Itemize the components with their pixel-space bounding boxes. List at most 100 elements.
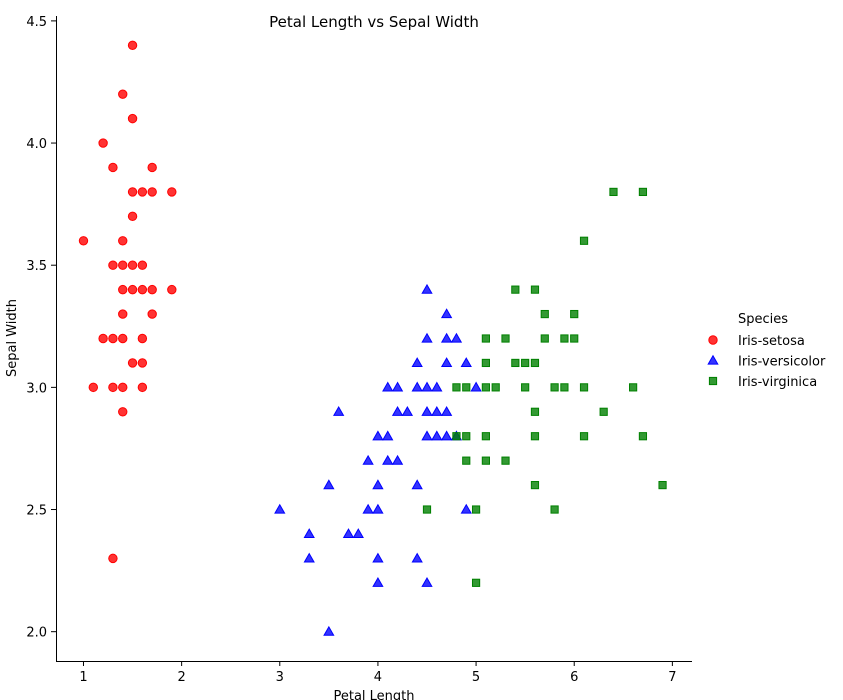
data-point-iris-versicolor [362, 454, 374, 465]
data-point-iris-versicolor [411, 381, 423, 392]
data-point-iris-virginica [462, 432, 471, 441]
data-point-iris-setosa [137, 260, 148, 270]
data-point-iris-setosa [118, 309, 128, 319]
data-point-iris-virginica [511, 285, 520, 294]
legend-marker-iris-versicolor [707, 354, 719, 365]
data-point-iris-setosa [147, 284, 157, 295]
data-point-iris-versicolor [421, 430, 433, 441]
data-point-iris-versicolor [362, 503, 374, 514]
data-point-iris-setosa [167, 187, 177, 197]
data-point-iris-virginica [540, 309, 549, 319]
x-tick-label: 6 [570, 670, 578, 685]
data-point-iris-virginica [530, 407, 540, 416]
data-point-iris-versicolor [440, 308, 453, 319]
data-point-iris-virginica [521, 383, 530, 392]
data-point-iris-versicolor [421, 577, 433, 587]
data-point-iris-versicolor [431, 430, 443, 441]
data-point-iris-versicolor [303, 552, 315, 563]
x-axis-ticks: 1 2 3 4 5 6 7 [79, 661, 677, 685]
x-tick-label: 2 [177, 670, 185, 685]
data-point-iris-versicolor [274, 503, 286, 514]
data-point-iris-virginica [638, 432, 648, 441]
data-point-iris-setosa [98, 333, 108, 344]
data-point-iris-setosa [137, 333, 148, 344]
data-point-iris-versicolor [450, 332, 463, 343]
data-point-iris-virginica [511, 358, 520, 368]
data-point-iris-setosa [147, 187, 157, 197]
data-point-iris-virginica [570, 334, 579, 343]
data-point-iris-versicolor [342, 528, 355, 539]
data-point-iris-virginica [481, 432, 490, 441]
data-point-iris-versicolor [333, 405, 345, 416]
data-point-iris-virginica [560, 334, 569, 343]
data-point-iris-setosa [137, 358, 148, 368]
data-point-iris-versicolor [382, 454, 394, 465]
data-point-iris-setosa [137, 284, 148, 295]
x-tick-label: 4 [374, 670, 382, 685]
data-point-iris-virginica [481, 334, 490, 343]
data-point-iris-virginica [481, 358, 490, 368]
data-point-iris-setosa [98, 138, 108, 148]
data-point-iris-setosa [147, 162, 157, 173]
legend-label-iris-setosa: Iris-setosa [738, 334, 805, 349]
data-point-iris-versicolor [460, 357, 472, 368]
data-point-iris-setosa [127, 211, 138, 222]
data-points [78, 40, 667, 636]
legend-label-iris-versicolor: Iris-versicolor [738, 355, 826, 370]
y-tick-label: 4.0 [26, 137, 47, 152]
legend-title: Species [738, 312, 788, 327]
legend-marker-iris-virginica [708, 376, 718, 386]
data-point-iris-setosa [108, 553, 118, 564]
data-point-iris-versicolor [372, 503, 384, 514]
data-point-iris-virginica [540, 334, 549, 343]
x-axis-label: Petal Length [333, 689, 414, 700]
data-point-iris-versicolor [440, 357, 453, 368]
legend-marker-iris-setosa [708, 335, 718, 345]
data-point-iris-virginica [579, 383, 589, 392]
data-point-iris-setosa [118, 236, 128, 246]
data-point-iris-versicolor [391, 405, 404, 416]
data-point-iris-versicolor [372, 577, 384, 587]
plot-area: 1 2 3 4 5 6 7 2.0 2.5 3.0 3.5 4.0 4.5 [26, 15, 692, 685]
data-point-iris-setosa [118, 284, 128, 295]
data-point-iris-versicolor [372, 479, 384, 490]
y-tick-label: 2.5 [26, 504, 47, 519]
data-point-iris-setosa [108, 382, 118, 393]
data-point-iris-versicolor [421, 283, 433, 294]
x-tick-label: 1 [79, 670, 87, 685]
data-point-iris-setosa [147, 309, 157, 319]
data-point-iris-virginica [560, 383, 569, 392]
data-point-iris-versicolor [352, 528, 364, 539]
data-point-iris-setosa [118, 407, 128, 417]
x-tick-label: 5 [472, 670, 480, 685]
data-point-iris-versicolor [401, 405, 414, 416]
data-point-iris-setosa [127, 113, 138, 124]
y-tick-label: 2.0 [26, 626, 47, 641]
data-point-iris-versicolor [391, 454, 404, 465]
data-point-iris-versicolor [460, 503, 472, 514]
data-point-iris-versicolor [382, 381, 394, 392]
data-point-iris-versicolor [440, 332, 453, 343]
data-point-iris-setosa [127, 40, 138, 51]
data-point-iris-setosa [118, 89, 128, 99]
data-point-iris-virginica [471, 578, 481, 587]
data-point-iris-setosa [118, 382, 128, 393]
data-point-iris-virginica [422, 505, 432, 514]
chart-title: Petal Length vs Sepal Width [269, 13, 479, 31]
data-point-iris-versicolor [323, 479, 335, 490]
data-point-iris-virginica [530, 480, 540, 490]
y-axis-ticks: 2.0 2.5 3.0 3.5 4.0 4.5 [26, 15, 56, 641]
data-point-iris-virginica [579, 236, 589, 245]
data-point-iris-versicolor [421, 405, 433, 416]
data-point-iris-setosa [118, 260, 128, 270]
x-tick-label: 7 [668, 670, 676, 685]
legend-items: Iris-setosa Iris-versicolor Iris-virginica [707, 334, 826, 390]
data-point-iris-setosa [127, 260, 138, 270]
data-point-iris-virginica [550, 505, 559, 514]
data-point-iris-setosa [88, 382, 98, 393]
y-tick-label: 4.5 [26, 15, 47, 30]
data-point-iris-virginica [462, 383, 471, 392]
y-tick-label: 3.0 [26, 381, 47, 396]
data-point-iris-setosa [127, 358, 138, 368]
